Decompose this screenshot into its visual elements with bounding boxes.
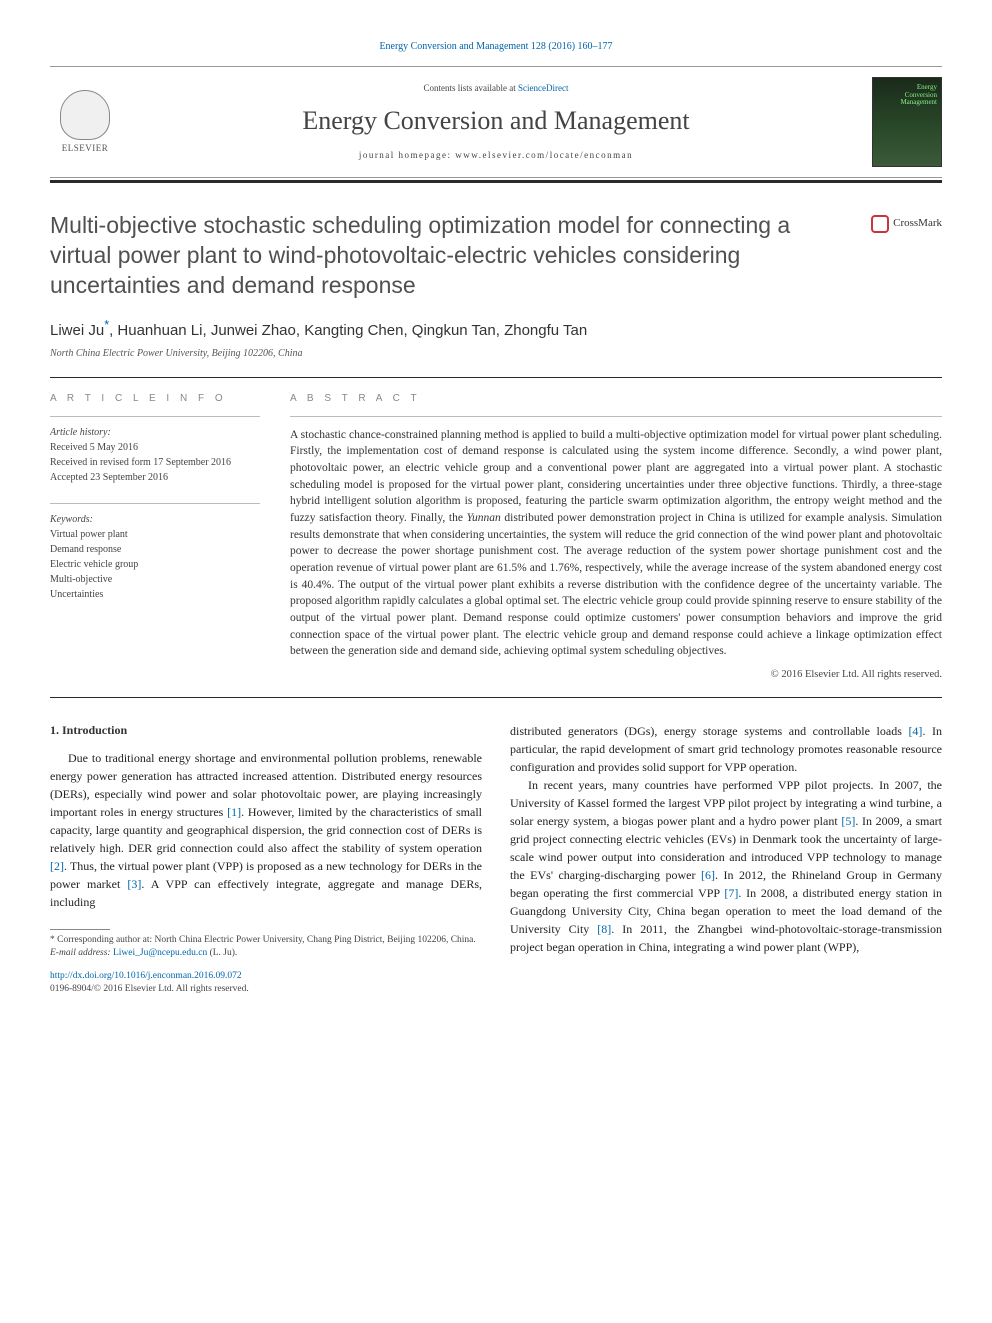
doi-link[interactable]: http://dx.doi.org/10.1016/j.enconman.201…	[50, 970, 482, 983]
footnote-email[interactable]: Liwei_Ju@ncepu.edu.cn	[113, 948, 207, 958]
footnote-email-suffix: (L. Ju).	[207, 948, 237, 958]
elsevier-tree-icon	[60, 90, 110, 140]
header-rule	[50, 180, 942, 183]
keyword: Demand response	[50, 542, 260, 557]
history-revised: Received in revised form 17 September 20…	[50, 455, 260, 470]
doi-block: http://dx.doi.org/10.1016/j.enconman.201…	[50, 970, 482, 997]
footnote-corr-text: * Corresponding author at: North China E…	[50, 934, 482, 947]
authors-rest: , Huanhuan Li, Junwei Zhao, Kangting Che…	[109, 322, 587, 339]
author-lead: Liwei Ju	[50, 322, 104, 339]
keyword: Multi-objective	[50, 572, 260, 587]
abstract-text: A stochastic chance-constrained planning…	[290, 427, 942, 660]
history-received: Received 5 May 2016	[50, 440, 260, 455]
cover-line3: Management	[900, 98, 937, 106]
issn-line: 0196-8904/© 2016 Elsevier Ltd. All right…	[50, 983, 482, 996]
footnote-email-label: E-mail address:	[50, 948, 113, 958]
history-accepted: Accepted 23 September 2016	[50, 470, 260, 485]
body-left: Due to traditional energy shortage and e…	[50, 749, 482, 911]
contents-prefix: Contents lists available at	[424, 83, 518, 93]
history-hdr: Article history:	[50, 425, 260, 440]
affiliation: North China Electric Power University, B…	[50, 347, 942, 361]
body-para: distributed generators (DGs), energy sto…	[510, 722, 942, 776]
abstract-label: A B S T R A C T	[290, 392, 942, 406]
keyword: Virtual power plant	[50, 527, 260, 542]
article-info-label: A R T I C L E I N F O	[50, 392, 260, 406]
keywords-block: Keywords: Virtual power plant Demand res…	[50, 512, 260, 602]
meta-top-rule	[50, 377, 942, 378]
crossmark-badge[interactable]: CrossMark	[871, 215, 942, 233]
journal-cover-thumb: Energy Conversion Management	[872, 77, 942, 167]
journal-header: ELSEVIER Contents lists available at Sci…	[50, 66, 942, 178]
sciencedirect-link[interactable]: ScienceDirect	[518, 83, 568, 93]
crossmark-icon	[871, 215, 889, 233]
journal-homepage: journal homepage: www.elsevier.com/locat…	[132, 149, 860, 162]
body-para: Due to traditional energy shortage and e…	[50, 749, 482, 911]
publisher-name: ELSEVIER	[62, 142, 109, 155]
article-title: Multi-objective stochastic scheduling op…	[50, 211, 857, 301]
body-right: distributed generators (DGs), energy sto…	[510, 722, 942, 956]
footnote-corresponding: * Corresponding author at: North China E…	[50, 934, 482, 961]
body-para: In recent years, many countries have per…	[510, 776, 942, 956]
keywords-rule	[50, 503, 260, 504]
meta-rule	[50, 416, 260, 417]
footnote-rule	[50, 929, 110, 930]
body-top-rule	[50, 697, 942, 698]
keyword: Uncertainties	[50, 587, 260, 602]
abstract-copyright: © 2016 Elsevier Ltd. All rights reserved…	[290, 668, 942, 683]
section-heading: 1. Introduction	[50, 722, 482, 739]
keyword: Electric vehicle group	[50, 557, 260, 572]
article-history: Article history: Received 5 May 2016 Rec…	[50, 425, 260, 485]
journal-name: Energy Conversion and Management	[132, 103, 860, 139]
publisher-logo: ELSEVIER	[50, 82, 120, 162]
contents-line: Contents lists available at ScienceDirec…	[132, 82, 860, 95]
header-citation[interactable]: Energy Conversion and Management 128 (20…	[50, 40, 942, 54]
keywords-hdr: Keywords:	[50, 512, 260, 527]
abstract-rule	[290, 416, 942, 417]
authors-line: Liwei Ju*, Huanhuan Li, Junwei Zhao, Kan…	[50, 317, 942, 341]
crossmark-label: CrossMark	[893, 216, 942, 231]
